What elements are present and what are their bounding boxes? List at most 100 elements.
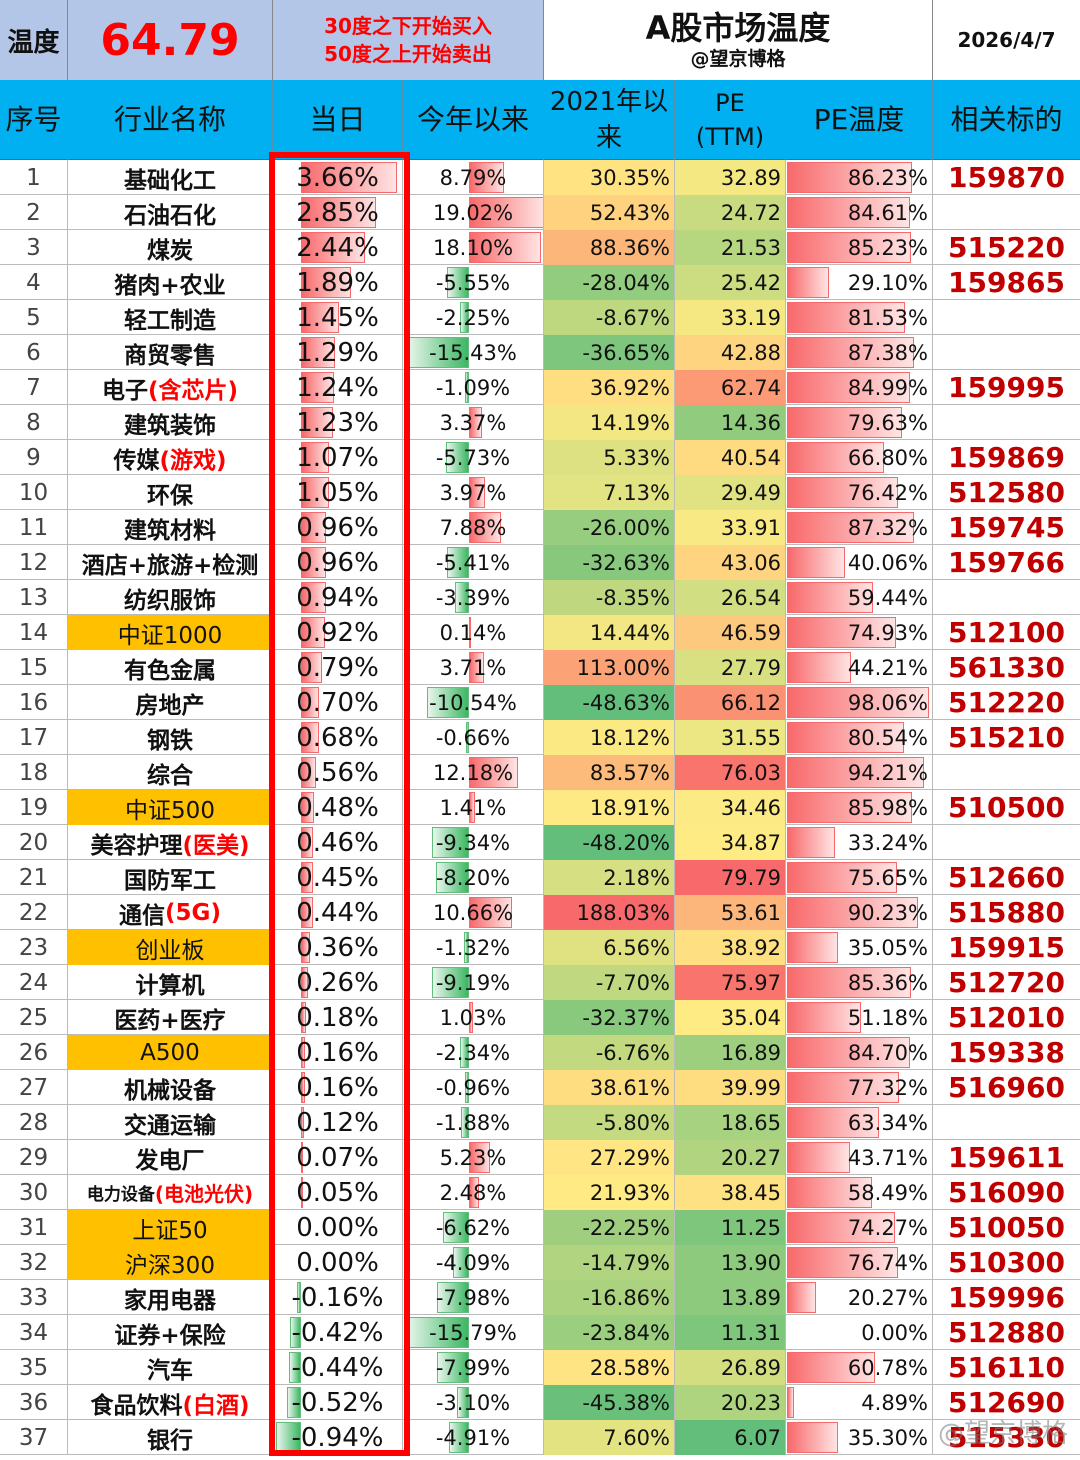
row-seq: 31	[0, 1210, 68, 1245]
pe-ttm: 79.79	[675, 860, 786, 895]
today-change-value: -0.52%	[291, 1387, 384, 1418]
page-title: A股市场温度	[645, 9, 831, 47]
related-ticker[interactable]: 516110	[948, 1351, 1065, 1384]
table-row: 5 轻工制造 1.45% -2.25% -8.67% 33.19 81.53%	[0, 300, 1080, 335]
ytd-change: -0.96%	[403, 1070, 544, 1105]
ytd-change: -1.32%	[403, 930, 544, 965]
related-ticker[interactable]	[933, 335, 1080, 370]
industry-name: 发电厂	[68, 1140, 273, 1175]
related-ticker[interactable]: 515220	[948, 231, 1065, 264]
today-change: 0.00%	[273, 1210, 403, 1245]
today-change-value: 0.05%	[296, 1177, 379, 1208]
pe-temperature-bar	[787, 407, 903, 438]
pe-ttm: 53.61	[675, 895, 786, 930]
ytd-change-bar	[469, 1142, 490, 1173]
related-ticker[interactable]: 159766	[948, 546, 1065, 579]
related-ticker[interactable]: 510300	[948, 1246, 1065, 1279]
related-ticker[interactable]	[933, 1105, 1080, 1140]
today-change-value: 0.79%	[296, 652, 379, 683]
related-ticker[interactable]: 159611	[948, 1141, 1065, 1174]
pe-temperature-bar	[787, 897, 918, 928]
industry-name: 轻工制造	[68, 300, 273, 335]
today-change-value: 0.00%	[296, 1212, 379, 1243]
related-ticker[interactable]: 510500	[948, 791, 1065, 824]
row-seq: 37	[0, 1420, 68, 1455]
pe-temperature-bar	[787, 1247, 899, 1278]
related-ticker[interactable]	[933, 825, 1080, 860]
row-seq: 24	[0, 965, 68, 1000]
related-ticker[interactable]: 159915	[948, 931, 1065, 964]
ytd-change: 7.88%	[403, 510, 544, 545]
table-row: 21 国防军工 0.45% -8.20% 2.18% 79.79 75.65% 512660	[0, 860, 1080, 895]
sell-rule: 50度之上开始卖出	[324, 42, 492, 66]
pe-temperature: 75.65%	[786, 860, 933, 895]
related-ticker[interactable]: 159745	[948, 511, 1065, 544]
related-ticker[interactable]: 515210	[948, 721, 1065, 754]
industry-name-text: 建筑装饰	[124, 412, 216, 439]
industry-name-note: (含芯片)	[147, 377, 239, 404]
industry-name: 综合	[68, 755, 273, 790]
today-change: 0.94%	[273, 580, 403, 615]
related-ticker[interactable]: 512720	[948, 966, 1065, 999]
related-ticker[interactable]: 516090	[948, 1176, 1065, 1209]
related-ticker[interactable]	[933, 300, 1080, 335]
pe-ttm: 42.88	[675, 335, 786, 370]
author: @望京博格	[690, 48, 786, 70]
pe-ttm: 33.91	[675, 510, 786, 545]
since-2021-change: 18.91%	[544, 790, 675, 825]
industry-name-text: 基础化工	[124, 167, 216, 194]
related-ticker[interactable]: 512220	[948, 686, 1065, 719]
related-ticker[interactable]: 159870	[948, 161, 1065, 194]
related-ticker[interactable]: 510050	[948, 1211, 1065, 1244]
related-ticker[interactable]	[933, 195, 1080, 230]
related-ticker[interactable]: 159996	[948, 1281, 1065, 1314]
ytd-change-bar	[405, 1317, 469, 1348]
pe-temperature-value: 98.06%	[847, 690, 928, 715]
pe-temperature-value: 76.74%	[847, 1250, 928, 1275]
today-change: 0.45%	[273, 860, 403, 895]
today-change-value: 1.29%	[296, 337, 379, 368]
ytd-change: -9.19%	[403, 965, 544, 1000]
today-change-bar	[301, 407, 334, 438]
related-ticker[interactable]	[933, 405, 1080, 440]
related-ticker[interactable]: 159995	[948, 371, 1065, 404]
related-ticker[interactable]: 159869	[948, 441, 1065, 474]
today-change-value: 0.26%	[296, 967, 379, 998]
pe-temperature-bar	[787, 1107, 879, 1138]
related-ticker[interactable]: 561330	[948, 651, 1065, 684]
related-ticker[interactable]: 515330	[948, 1421, 1065, 1454]
related-ticker[interactable]: 515880	[948, 896, 1065, 929]
row-seq: 16	[0, 685, 68, 720]
pe-temperature-value: 51.18%	[847, 1005, 928, 1030]
today-change: -0.42%	[273, 1315, 403, 1350]
industry-name: 家用电器	[68, 1280, 273, 1315]
related-ticker[interactable]	[933, 755, 1080, 790]
industry-name: 酒店+旅游+检测	[68, 545, 273, 580]
pe-temperature-value: 90.23%	[847, 900, 928, 925]
related-ticker[interactable]: 159338	[948, 1036, 1065, 1069]
related-ticker[interactable]: 512100	[948, 616, 1065, 649]
related-ticker[interactable]: 512660	[948, 861, 1065, 894]
ytd-change-bar	[446, 442, 469, 473]
row-seq: 14	[0, 615, 68, 650]
row-seq: 34	[0, 1315, 68, 1350]
related-ticker[interactable]: 512580	[948, 476, 1065, 509]
pe-temperature-bar	[787, 652, 852, 683]
industry-name: 银行	[68, 1420, 273, 1455]
col-header-pe: PE (TTM)	[675, 80, 786, 160]
related-ticker[interactable]: 516960	[948, 1071, 1065, 1104]
today-change: 0.79%	[273, 650, 403, 685]
related-ticker[interactable]: 512010	[948, 1001, 1065, 1034]
table-row: 30 电力设备 (电池光伏) 0.05% 2.48% 21.93% 38.45 58.49% 5…	[0, 1175, 1080, 1210]
industry-name: 创业板	[68, 930, 273, 965]
industry-name: 证券+保险	[68, 1315, 273, 1350]
ytd-change-bar	[432, 967, 469, 998]
related-ticker[interactable]: 512690	[948, 1386, 1065, 1419]
related-ticker[interactable]	[933, 580, 1080, 615]
ytd-change: 19.02%	[403, 195, 544, 230]
related-ticker[interactable]: 159865	[948, 266, 1065, 299]
related-ticker[interactable]: 512880	[948, 1316, 1065, 1349]
pe-temperature: 35.05%	[786, 930, 933, 965]
ytd-change: -3.39%	[403, 580, 544, 615]
pe-temperature: 60.78%	[786, 1350, 933, 1385]
